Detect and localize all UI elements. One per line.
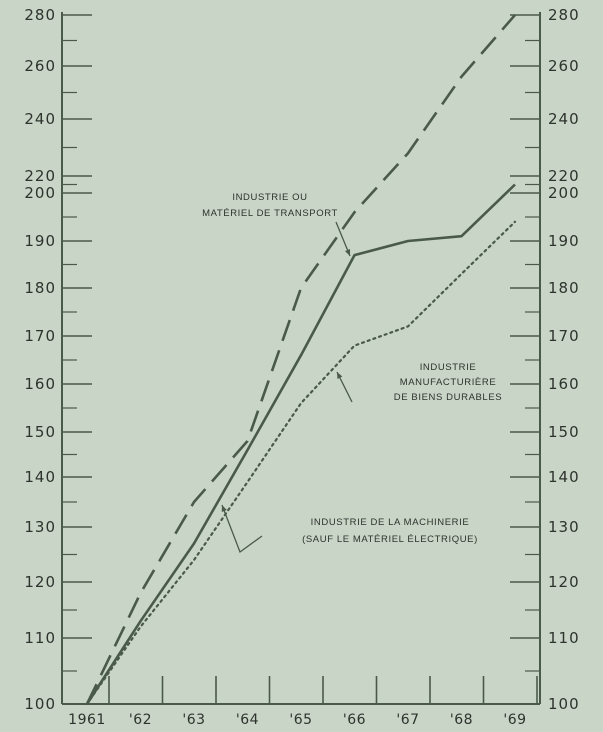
left-tick-label: 170 xyxy=(24,327,56,345)
x-tick-label: '69 xyxy=(503,712,526,728)
annotation-text: INDUSTRIE OU xyxy=(232,192,307,203)
x-tick-label: '68 xyxy=(450,712,473,728)
left-tick-label: 220 xyxy=(24,167,56,185)
plot-frame xyxy=(61,12,541,705)
annotation-arrowhead xyxy=(345,249,351,256)
x-tick-label: 1961 xyxy=(68,712,106,728)
right-tick-label: 260 xyxy=(548,57,580,75)
x-tick-label: '62 xyxy=(129,712,152,728)
x-tick-label: '67 xyxy=(396,712,419,728)
left-tick-label: 130 xyxy=(24,518,56,536)
right-tick-label: 200 xyxy=(548,184,580,202)
right-tick-label: 180 xyxy=(548,279,580,297)
series-line-dotted xyxy=(85,220,517,706)
left-tick-label: 240 xyxy=(24,110,56,128)
annotation: INDUSTRIE MANUFACTURIÈRE DE BIENS DURABLES xyxy=(336,362,502,403)
left-tick-label: 190 xyxy=(24,232,56,250)
right-tick-label: 150 xyxy=(548,423,580,441)
left-tick-label: 110 xyxy=(24,629,56,647)
annotation-text: INDUSTRIE DE LA MACHINERIE xyxy=(311,517,470,528)
annotation-arrowhead xyxy=(221,505,227,512)
annotation-text: (SAUF LE MATÉRIEL ÉLECTRIQUE) xyxy=(302,534,478,545)
x-tick-label: '63 xyxy=(182,712,205,728)
annotation: INDUSTRIE DE LA MACHINERIE (SAUF LE MATÉR… xyxy=(221,504,478,554)
right-tick-label: 280 xyxy=(548,6,580,24)
left-tick-label: 200 xyxy=(24,184,56,202)
annotation-text: INDUSTRIE xyxy=(420,362,477,373)
left-tick-label: 100 xyxy=(24,695,56,713)
x-tick-label: '65 xyxy=(289,712,312,728)
right-tick-label: 190 xyxy=(548,232,580,250)
left-tick-label: 150 xyxy=(24,423,56,441)
right-tick-label: 120 xyxy=(548,573,580,591)
series-layer xyxy=(85,14,517,706)
left-tick-label: 280 xyxy=(24,6,56,24)
right-tick-label: 160 xyxy=(548,375,580,393)
right-tick-label: 100 xyxy=(548,695,580,713)
left-tick-label: 140 xyxy=(24,468,56,486)
annotation-arrowhead xyxy=(337,372,343,379)
left-tick-label: 180 xyxy=(24,279,56,297)
left-tick-label: 260 xyxy=(24,57,56,75)
right-tick-label: 240 xyxy=(548,110,580,128)
annotation-text: MANUFACTURIÈRE xyxy=(400,377,497,388)
series-line-solid xyxy=(85,183,516,705)
annotation: INDUSTRIE OU MATÉRIEL DE TRANSPORT xyxy=(202,192,351,257)
annotation-text: DE BIENS DURABLES xyxy=(394,392,502,403)
annotation-text: MATÉRIEL DE TRANSPORT xyxy=(202,208,338,219)
x-tick-label: '66 xyxy=(343,712,366,728)
right-tick-label: 220 xyxy=(548,167,580,185)
x-axis: 1961 '62 '63 '64 '65 '66 '67 '68 '69 xyxy=(68,676,538,728)
right-tick-label: 140 xyxy=(548,468,580,486)
right-tick-label: 170 xyxy=(548,327,580,345)
right-tick-label: 130 xyxy=(548,518,580,536)
annotation-leader xyxy=(221,504,263,554)
series-line-dashed xyxy=(85,14,516,705)
left-tick-label: 160 xyxy=(24,375,56,393)
left-tick-label: 120 xyxy=(24,573,56,591)
x-tick-label: '64 xyxy=(236,712,259,728)
right-tick-label: 110 xyxy=(548,629,580,647)
